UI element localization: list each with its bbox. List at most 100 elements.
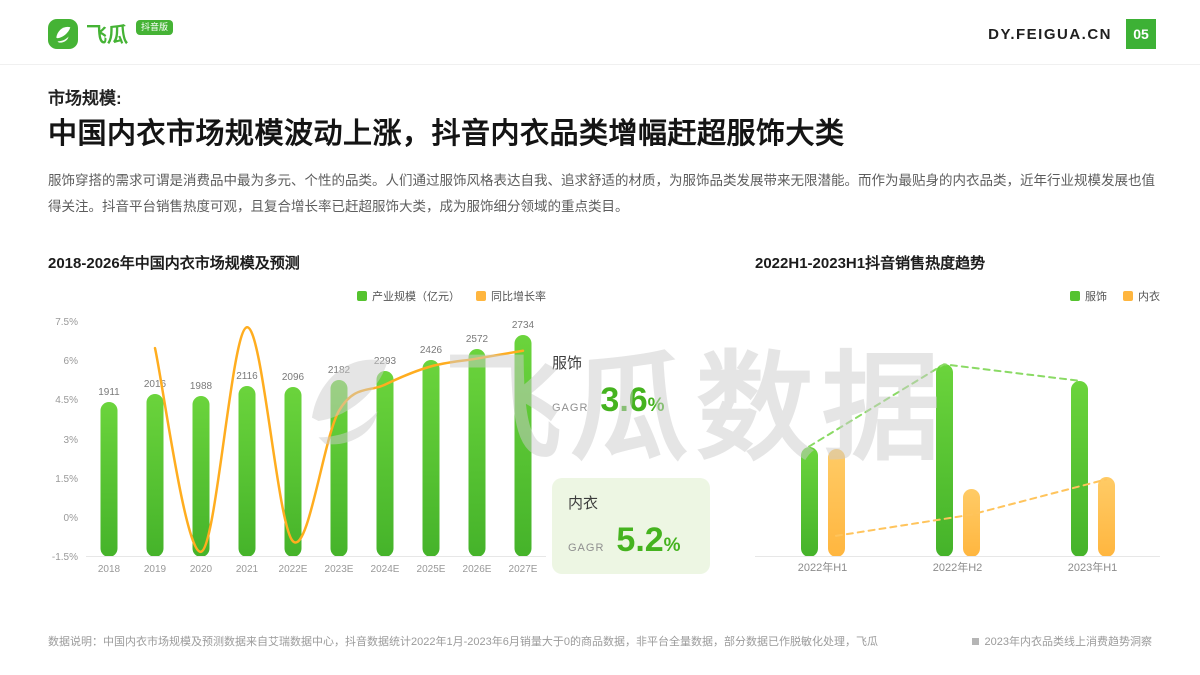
market-size-bar xyxy=(468,348,486,557)
y-axis-tick: 7.5% xyxy=(55,317,78,328)
douyin-heat-chart: 2022H1-2023H1抖音销售热度趋势 服饰 内衣 2022年H1 2022年… xyxy=(755,252,1160,592)
bar-slot: 2016 2019 xyxy=(132,322,178,579)
bar-slot: 2734 2027E xyxy=(500,320,546,579)
market-size-bar xyxy=(192,395,210,557)
underwear-bar xyxy=(1097,477,1115,557)
x-axis-label: 2020 xyxy=(189,564,213,575)
x-axis-label: 2023E xyxy=(324,564,354,575)
legend-label: 产业规模（亿元） xyxy=(372,291,460,303)
page-description: 服饰穿搭的需求可谓是消费品中最为多元、个性的品类。人们通过服饰风格表达自我、追求… xyxy=(48,173,1155,214)
bar-slot: 2572 2026E xyxy=(454,322,500,579)
y-axis-tick: 4.5% xyxy=(55,395,78,407)
stat-row: GAGR 5.2% xyxy=(568,521,694,560)
bar-group: 2023年H1 xyxy=(1025,322,1160,579)
bullet-square-icon xyxy=(971,637,979,645)
apparel-cagr-stat: 服饰 GAGR 3.6% xyxy=(552,352,724,420)
y-axis-tick: 6% xyxy=(63,356,78,368)
market-size-bar xyxy=(146,393,164,557)
left-y-axis: 7.5% 6% 4.5% 3% 1.5% 0% -1.5% xyxy=(48,317,82,563)
section-kicker: 市场规模: xyxy=(48,89,122,108)
cagr-stats: 服饰 GAGR 3.6% 内衣 GAGR 5.2% xyxy=(552,352,724,574)
x-axis-label: 2027E xyxy=(508,564,538,575)
trend-lines xyxy=(808,363,1107,537)
market-size-bar xyxy=(238,385,256,557)
right-chart-legend: 服饰 内衣 xyxy=(1070,288,1160,304)
apparel-bar xyxy=(935,364,953,557)
x-axis-label: 2025E xyxy=(416,564,446,575)
y-axis-tick: 3% xyxy=(63,434,78,446)
market-size-bar xyxy=(284,387,302,557)
right-chart-title: 2022H1-2023H1抖音销售热度趋势 xyxy=(755,255,986,272)
y-axis-tick: 1.5% xyxy=(55,473,78,485)
market-size-bar xyxy=(422,360,440,557)
legend-label: 同比增长率 xyxy=(491,291,546,303)
source-tag-label: 2023年内衣品类线上消费趋势洞察 xyxy=(984,636,1152,648)
bar-slot: 1988 2020 xyxy=(178,322,224,579)
y-axis-tick: 0% xyxy=(63,512,78,524)
apparel-bar xyxy=(800,446,818,557)
left-chart-plot: 7.5% 6% 4.5% 3% 1.5% 0% -1.5% 1911 2018 2016 2019… xyxy=(48,317,546,579)
x-axis-label: 2023年H1 xyxy=(1067,562,1118,574)
legend-label: 服饰 xyxy=(1085,291,1107,303)
feigua-logo: 飞瓜 抖音版 xyxy=(48,19,174,49)
header: 飞瓜 抖音版 DY.FEIGUA.CN 05 xyxy=(48,16,1156,52)
bar-slot: 2116 2021 xyxy=(224,322,270,579)
legend-item-growth: 同比增长率 xyxy=(476,288,546,304)
legend-item-apparel: 服饰 xyxy=(1070,288,1107,304)
bar-value-label: 2016 xyxy=(143,378,167,390)
data-footnote: 数据说明：中国内衣市场规模及预测数据来自艾瑞数据中心，抖音数据统计2022年1月… xyxy=(48,636,878,648)
x-axis-label: 2022年H1 xyxy=(797,562,848,574)
bar-slot: 2426 2025E xyxy=(408,322,454,579)
bar-group: 2022年H1 xyxy=(755,322,890,579)
bar-group: 2022年H2 xyxy=(890,322,1025,579)
right-chart-plot: 2022年H1 2022年H2 2023年H1 xyxy=(755,322,1160,579)
legend-item-underwear: 内衣 xyxy=(1123,288,1160,304)
growth-rate-line xyxy=(153,325,525,554)
stat-value: 3.6 xyxy=(600,381,648,419)
x-axis-label: 2024E xyxy=(370,564,400,575)
bar-value-label: 2116 xyxy=(236,370,258,382)
market-size-bar xyxy=(514,335,532,557)
market-size-chart: 2018-2026年中国内衣市场规模及预测 产业规模（亿元） 同比增长率 7.5… xyxy=(48,252,546,592)
market-size-bar xyxy=(100,402,118,557)
x-axis-label: 2026E xyxy=(462,564,492,575)
header-divider xyxy=(0,64,1200,65)
logo-badge: 抖音版 xyxy=(136,19,174,35)
report-source-tag: 2023年内衣品类线上消费趋势洞察 xyxy=(971,633,1152,649)
logo-text: 飞瓜 xyxy=(86,24,128,47)
x-axis-label: 2022年H2 xyxy=(932,562,983,574)
bar-value-label: 1988 xyxy=(189,380,213,392)
legend-label: 内衣 xyxy=(1138,291,1160,303)
stat-label: 内衣 xyxy=(568,495,599,512)
left-chart-legend: 产业规模（亿元） 同比增长率 xyxy=(357,288,546,304)
stat-row: GAGR 3.6% xyxy=(552,381,724,420)
legend-item-scale: 产业规模（亿元） xyxy=(357,288,460,304)
apparel-bar xyxy=(1070,380,1088,557)
header-right: DY.FEIGUA.CN 05 xyxy=(988,19,1156,49)
x-axis-label: 2018 xyxy=(97,564,121,575)
y-axis-tick: -1.5% xyxy=(51,552,78,563)
bar-value-label: 2426 xyxy=(419,345,443,357)
site-url: DY.FEIGUA.CN xyxy=(988,25,1112,43)
bar-slot: 2096 2022E xyxy=(270,322,316,579)
right-bars-area: 2022年H1 2022年H2 2023年H1 xyxy=(755,322,1160,579)
page-number-badge: 05 xyxy=(1126,19,1156,49)
bar-value-label: 1911 xyxy=(98,387,120,399)
underwear-bar xyxy=(827,448,845,557)
bar-value-label: 2096 xyxy=(281,372,305,384)
x-axis-label: 2021 xyxy=(235,564,259,575)
x-axis-label: 2022E xyxy=(278,564,308,575)
stat-unit: % xyxy=(647,395,665,416)
legend-swatch-orange-icon xyxy=(1123,291,1133,301)
x-axis-label: 2019 xyxy=(143,564,167,575)
legend-swatch-green-icon xyxy=(357,291,367,301)
stat-label: 服饰 xyxy=(552,355,583,372)
stat-metric: GAGR xyxy=(552,402,589,414)
underwear-bar xyxy=(962,488,980,557)
left-chart-title: 2018-2026年中国内衣市场规模及预测 xyxy=(48,255,300,272)
bar-slot: 1911 2018 xyxy=(86,322,132,579)
stat-value: 5.2 xyxy=(616,521,664,559)
legend-swatch-orange-icon xyxy=(476,291,486,301)
page-title: 中国内衣市场规模波动上涨，抖音内衣品类增幅赶超服饰大类 xyxy=(48,118,845,150)
